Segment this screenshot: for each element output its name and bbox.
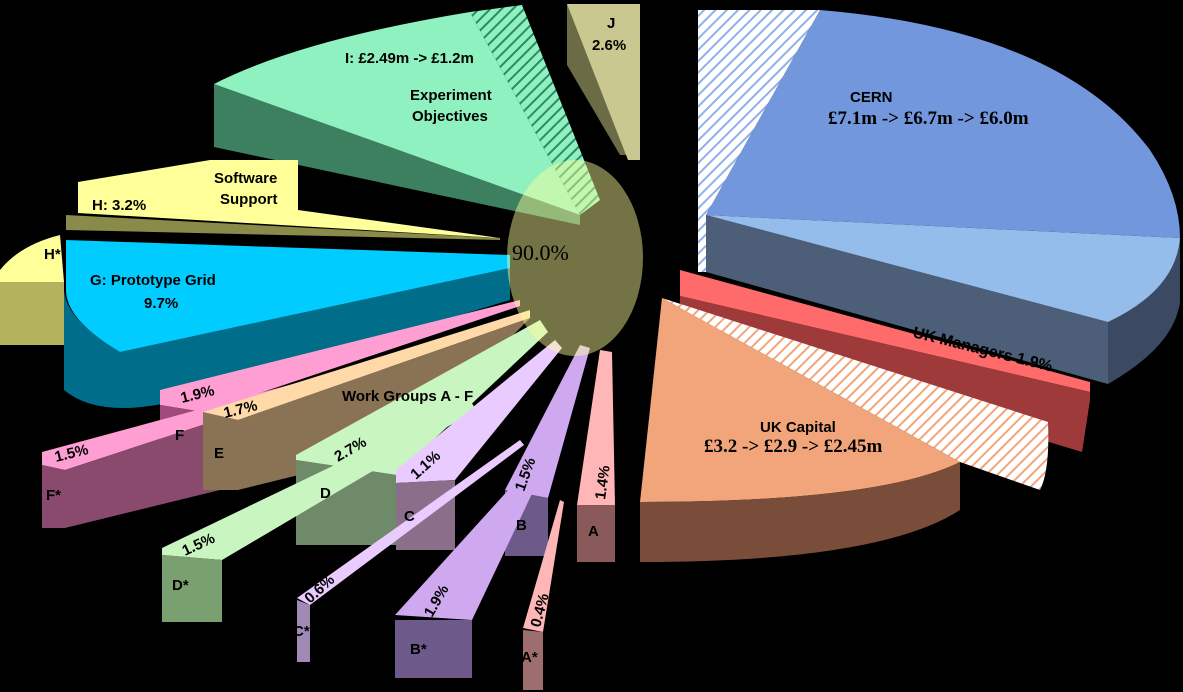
slice-cern[interactable]	[698, 10, 1180, 384]
uk-capital-label: £3.2 -> £2.9 -> £2.45m	[704, 436, 883, 457]
slice-h-top	[78, 160, 500, 238]
slice-bstar[interactable]	[395, 455, 548, 678]
slice-j-top	[567, 4, 640, 160]
cern-title: CERN	[850, 89, 893, 106]
slice-cern-hatch-side	[698, 215, 706, 272]
slice-cstar[interactable]	[297, 440, 524, 662]
slice-d-top	[296, 320, 548, 475]
center-label: 90.0%	[512, 240, 569, 265]
slice-dstar[interactable]	[162, 400, 476, 622]
slice-e-top	[203, 310, 530, 420]
slice-i-side	[214, 84, 580, 225]
slice-h-side	[66, 215, 500, 240]
slice-dstar-top	[162, 400, 476, 560]
f-letter: F	[175, 427, 184, 444]
fstar-letter: F*	[46, 487, 61, 504]
a-letter: A	[588, 523, 599, 540]
slice-uk-capital-side	[640, 462, 960, 562]
e-letter: E	[214, 445, 224, 462]
software-line1: Software	[214, 170, 277, 187]
g-label: G: Prototype Grid	[90, 272, 216, 289]
c-letter: C	[404, 508, 415, 525]
i-label: I: £2.49m -> £1.2m	[345, 50, 474, 67]
slice-g-top	[66, 240, 510, 352]
slice-cstar-top	[297, 440, 524, 605]
experiment-line2: Objectives	[412, 108, 488, 125]
slice-dstar-side	[162, 555, 222, 622]
a-value: 1.4%	[592, 464, 614, 500]
cern-label: £7.1m -> £6.7m -> £6.0m	[828, 108, 1029, 129]
d-letter: D	[320, 485, 331, 502]
slice-g-side	[64, 268, 510, 408]
slice-i-top	[214, 12, 580, 215]
g-value: 9.7%	[144, 295, 178, 312]
slice-a[interactable]	[577, 350, 615, 562]
astar-value: 0.4%	[527, 592, 552, 629]
bstar-letter: B*	[410, 641, 427, 658]
slice-i[interactable]	[214, 5, 600, 225]
slice-astar-side	[523, 630, 543, 690]
slice-fstar-side	[42, 465, 65, 528]
slice-j[interactable]	[567, 4, 640, 160]
slice-h[interactable]	[66, 160, 500, 240]
slice-cern-top-light	[706, 215, 1180, 322]
slice-g[interactable]	[64, 240, 510, 408]
slice-c-top	[396, 340, 562, 483]
center-highlight	[507, 160, 643, 356]
slice-hstar-top	[0, 235, 64, 282]
slice-uk-capital-hatch	[662, 298, 1049, 490]
slice-cern-hatch	[698, 10, 820, 215]
h-label: H: 3.2%	[92, 197, 146, 214]
slice-bstar-top	[395, 455, 548, 620]
software-line2: Support	[220, 191, 278, 208]
slice-astar[interactable]	[523, 500, 564, 690]
dstar-letter: D*	[172, 577, 189, 594]
slice-uk-capital[interactable]	[640, 298, 1049, 562]
slice-i-hatch	[470, 5, 600, 215]
slice-hstar-side	[0, 282, 64, 345]
slice-cern-side-front	[706, 215, 1108, 384]
j-letter: J	[607, 15, 615, 32]
slice-uk-managers-top	[680, 270, 1090, 392]
astar-letter: A*	[521, 649, 538, 666]
b-letter: B	[516, 517, 527, 534]
slice-f-top	[160, 300, 520, 412]
slice-b-top	[505, 345, 590, 498]
slice-cern-side-right	[1108, 238, 1180, 384]
j-value: 2.6%	[592, 37, 626, 54]
slice-hstar[interactable]	[0, 235, 64, 345]
uk-capital-title: UK Capital	[760, 419, 836, 436]
experiment-line1: Experiment	[410, 87, 492, 104]
slice-e-side	[203, 412, 238, 490]
slice-cstar-side	[297, 600, 310, 662]
slice-a-top	[577, 350, 615, 505]
slice-bstar-side	[395, 620, 472, 678]
cstar-letter: C*	[293, 623, 310, 640]
slice-astar-top	[523, 500, 564, 632]
work-groups-label: Work Groups A - F	[342, 388, 473, 405]
slice-uk-capital-top	[640, 298, 960, 502]
slice-a-side	[577, 505, 615, 562]
hstar-letter: H*	[44, 246, 61, 263]
slice-cern-top	[706, 10, 1180, 238]
